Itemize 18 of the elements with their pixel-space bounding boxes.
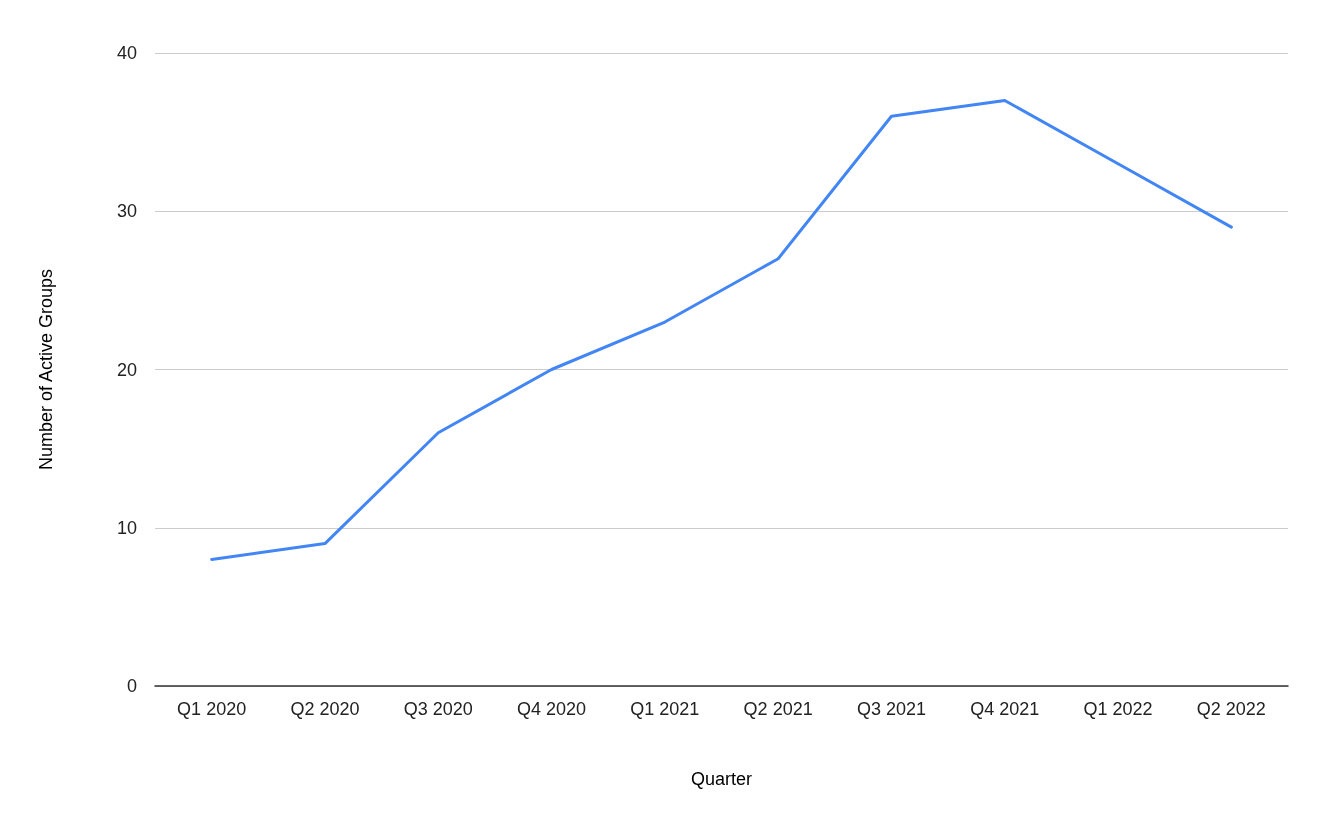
y-tick-label: 40 <box>116 43 137 63</box>
x-tick-label: Q1 2020 <box>177 699 247 719</box>
x-tick-label: Q4 2020 <box>517 699 587 719</box>
x-tick-label: Q2 2021 <box>743 699 813 719</box>
x-tick-label: Q3 2021 <box>856 699 926 719</box>
x-tick-label: Q3 2020 <box>403 699 473 719</box>
y-tick-label: 0 <box>126 676 137 696</box>
y-tick-label: 30 <box>116 201 137 222</box>
y-axis-title: Number of Active Groups <box>36 268 56 471</box>
x-tick-label: Q1 2021 <box>630 699 700 719</box>
x-tick-label: Q2 2022 <box>1196 699 1266 719</box>
y-tick-label: 10 <box>116 517 137 538</box>
y-tick-label: 20 <box>116 359 137 380</box>
x-tick-label: Q4 2021 <box>970 699 1040 719</box>
x-axis-title: Quarter <box>690 769 753 789</box>
line-series <box>210 98 1233 561</box>
x-tick-label: Q1 2022 <box>1083 699 1153 719</box>
x-tick-label: Q2 2020 <box>290 699 360 719</box>
